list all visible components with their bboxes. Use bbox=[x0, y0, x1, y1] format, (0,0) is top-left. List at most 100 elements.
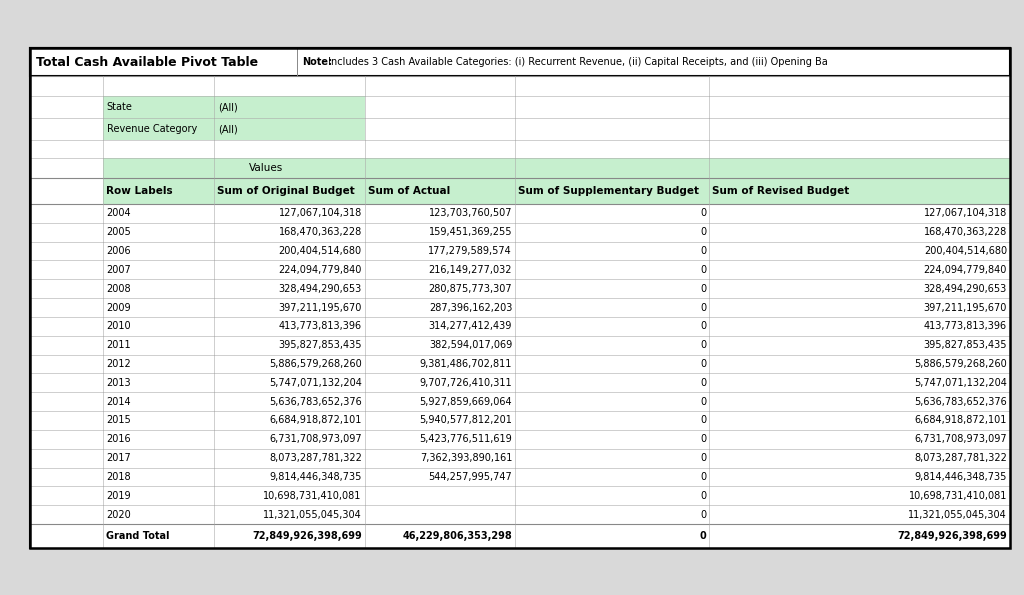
Text: 6,731,708,973,097: 6,731,708,973,097 bbox=[269, 434, 361, 444]
Text: 280,875,773,307: 280,875,773,307 bbox=[428, 284, 512, 294]
Bar bbox=[30, 430, 1010, 449]
Text: 0: 0 bbox=[700, 509, 707, 519]
Text: 2006: 2006 bbox=[105, 246, 130, 256]
Text: 0: 0 bbox=[700, 415, 707, 425]
Text: 287,396,162,203: 287,396,162,203 bbox=[429, 302, 512, 312]
Bar bbox=[30, 261, 1010, 279]
Bar bbox=[30, 374, 1010, 392]
Bar bbox=[30, 317, 1010, 336]
Text: State: State bbox=[106, 102, 133, 112]
Text: 11,321,055,045,304: 11,321,055,045,304 bbox=[263, 509, 361, 519]
Bar bbox=[102, 96, 365, 118]
Bar bbox=[30, 140, 1010, 158]
Text: Sum of Revised Budget: Sum of Revised Budget bbox=[713, 186, 850, 196]
Text: 2017: 2017 bbox=[105, 453, 130, 463]
Text: 314,277,412,439: 314,277,412,439 bbox=[429, 321, 512, 331]
Text: 127,067,104,318: 127,067,104,318 bbox=[279, 208, 361, 218]
Text: 0: 0 bbox=[700, 246, 707, 256]
Text: (All): (All) bbox=[218, 102, 239, 112]
Text: 10,698,731,410,081: 10,698,731,410,081 bbox=[263, 491, 361, 501]
Text: 544,257,995,747: 544,257,995,747 bbox=[428, 472, 512, 482]
Text: 397,211,195,670: 397,211,195,670 bbox=[279, 302, 361, 312]
Text: 200,404,514,680: 200,404,514,680 bbox=[924, 246, 1007, 256]
Bar bbox=[30, 242, 1010, 261]
Text: 5,940,577,812,201: 5,940,577,812,201 bbox=[419, 415, 512, 425]
Bar bbox=[30, 392, 1010, 411]
Bar bbox=[30, 48, 1010, 548]
Text: Total Cash Available Pivot Table: Total Cash Available Pivot Table bbox=[36, 55, 258, 68]
Text: 5,886,579,268,260: 5,886,579,268,260 bbox=[914, 359, 1007, 369]
Text: 5,747,071,132,204: 5,747,071,132,204 bbox=[269, 378, 361, 388]
Bar bbox=[30, 298, 1010, 317]
Text: 0: 0 bbox=[700, 378, 707, 388]
Bar bbox=[30, 223, 1010, 242]
Text: 397,211,195,670: 397,211,195,670 bbox=[924, 302, 1007, 312]
Text: 0: 0 bbox=[700, 302, 707, 312]
Bar bbox=[30, 355, 1010, 374]
Text: 5,747,071,132,204: 5,747,071,132,204 bbox=[914, 378, 1007, 388]
Bar bbox=[30, 96, 1010, 118]
Text: 413,773,813,396: 413,773,813,396 bbox=[279, 321, 361, 331]
Text: 46,229,806,353,298: 46,229,806,353,298 bbox=[402, 531, 512, 541]
Text: Includes 3 Cash Available Categories: (i) Recurrent Revenue, (ii) Capital Receip: Includes 3 Cash Available Categories: (i… bbox=[325, 57, 827, 67]
Text: 395,827,853,435: 395,827,853,435 bbox=[279, 340, 361, 350]
Bar bbox=[30, 468, 1010, 486]
Text: 9,707,726,410,311: 9,707,726,410,311 bbox=[420, 378, 512, 388]
Bar bbox=[102, 158, 1010, 178]
Text: 7,362,393,890,161: 7,362,393,890,161 bbox=[420, 453, 512, 463]
Text: 123,703,760,507: 123,703,760,507 bbox=[429, 208, 512, 218]
Text: Row Labels: Row Labels bbox=[105, 186, 172, 196]
Text: 2014: 2014 bbox=[105, 397, 130, 406]
Text: 168,470,363,228: 168,470,363,228 bbox=[924, 227, 1007, 237]
Text: 0: 0 bbox=[700, 340, 707, 350]
Text: 5,886,579,268,260: 5,886,579,268,260 bbox=[269, 359, 361, 369]
Text: 8,073,287,781,322: 8,073,287,781,322 bbox=[269, 453, 361, 463]
Text: Sum of Supplementary Budget: Sum of Supplementary Budget bbox=[518, 186, 699, 196]
Text: 2011: 2011 bbox=[105, 340, 130, 350]
Text: 2018: 2018 bbox=[105, 472, 130, 482]
Text: 127,067,104,318: 127,067,104,318 bbox=[924, 208, 1007, 218]
Text: Grand Total: Grand Total bbox=[105, 531, 169, 541]
Bar bbox=[30, 279, 1010, 298]
Bar bbox=[30, 204, 1010, 223]
Text: 2015: 2015 bbox=[105, 415, 130, 425]
Text: 2004: 2004 bbox=[105, 208, 130, 218]
Text: 216,149,277,032: 216,149,277,032 bbox=[429, 265, 512, 275]
Text: 382,594,017,069: 382,594,017,069 bbox=[429, 340, 512, 350]
Text: 5,636,783,652,376: 5,636,783,652,376 bbox=[269, 397, 361, 406]
Text: 2007: 2007 bbox=[105, 265, 130, 275]
Text: 8,073,287,781,322: 8,073,287,781,322 bbox=[914, 453, 1007, 463]
Bar bbox=[30, 76, 1010, 96]
Text: 0: 0 bbox=[700, 434, 707, 444]
Text: 6,684,918,872,101: 6,684,918,872,101 bbox=[914, 415, 1007, 425]
Bar bbox=[30, 449, 1010, 468]
Bar bbox=[30, 178, 1010, 204]
Bar bbox=[30, 336, 1010, 355]
Text: 0: 0 bbox=[700, 453, 707, 463]
Text: 0: 0 bbox=[700, 321, 707, 331]
Text: Sum of Original Budget: Sum of Original Budget bbox=[217, 186, 355, 196]
Text: 0: 0 bbox=[700, 359, 707, 369]
Text: 224,094,779,840: 224,094,779,840 bbox=[924, 265, 1007, 275]
Text: 72,849,926,398,699: 72,849,926,398,699 bbox=[252, 531, 361, 541]
Text: 0: 0 bbox=[700, 284, 707, 294]
Bar bbox=[30, 48, 1010, 548]
Text: 2005: 2005 bbox=[105, 227, 130, 237]
Text: 159,451,369,255: 159,451,369,255 bbox=[429, 227, 512, 237]
Bar bbox=[30, 486, 1010, 505]
Text: 6,684,918,872,101: 6,684,918,872,101 bbox=[269, 415, 361, 425]
Text: 328,494,290,653: 328,494,290,653 bbox=[924, 284, 1007, 294]
Text: 9,381,486,702,811: 9,381,486,702,811 bbox=[420, 359, 512, 369]
Bar bbox=[102, 118, 365, 140]
Text: 2010: 2010 bbox=[105, 321, 130, 331]
Text: 2012: 2012 bbox=[105, 359, 130, 369]
Text: 168,470,363,228: 168,470,363,228 bbox=[279, 227, 361, 237]
Text: (All): (All) bbox=[218, 124, 239, 134]
Text: 5,927,859,669,064: 5,927,859,669,064 bbox=[420, 397, 512, 406]
Text: Note:: Note: bbox=[302, 57, 332, 67]
Text: 10,698,731,410,081: 10,698,731,410,081 bbox=[908, 491, 1007, 501]
Text: 200,404,514,680: 200,404,514,680 bbox=[279, 246, 361, 256]
Text: 9,814,446,348,735: 9,814,446,348,735 bbox=[269, 472, 361, 482]
Text: 413,773,813,396: 413,773,813,396 bbox=[924, 321, 1007, 331]
Text: 0: 0 bbox=[700, 227, 707, 237]
